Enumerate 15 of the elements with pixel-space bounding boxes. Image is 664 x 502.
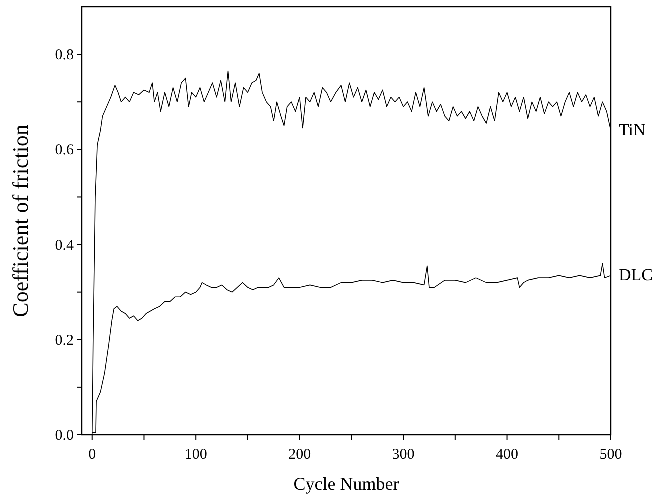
- y-axis-title: Coefficient of friction: [8, 124, 33, 318]
- y-tick-label: 0.4: [55, 238, 74, 254]
- x-tick-label: 200: [288, 447, 312, 463]
- y-tick-label: 0.2: [55, 332, 74, 349]
- x-tick-label: 100: [184, 447, 208, 463]
- x-tick-label: 500: [600, 447, 622, 463]
- y-tick-label: 0.8: [55, 48, 74, 64]
- series-label: TiN: [619, 120, 646, 140]
- y-tick-label: 0.0: [55, 428, 74, 444]
- x-tick-label: 400: [496, 447, 519, 463]
- x-tick-label: 0: [88, 447, 96, 463]
- series-label: DLC: [619, 266, 653, 285]
- x-axis-title: Cycle Number: [294, 474, 400, 494]
- y-tick-label: 0.6: [55, 142, 74, 159]
- x-tick-label: 300: [392, 447, 415, 463]
